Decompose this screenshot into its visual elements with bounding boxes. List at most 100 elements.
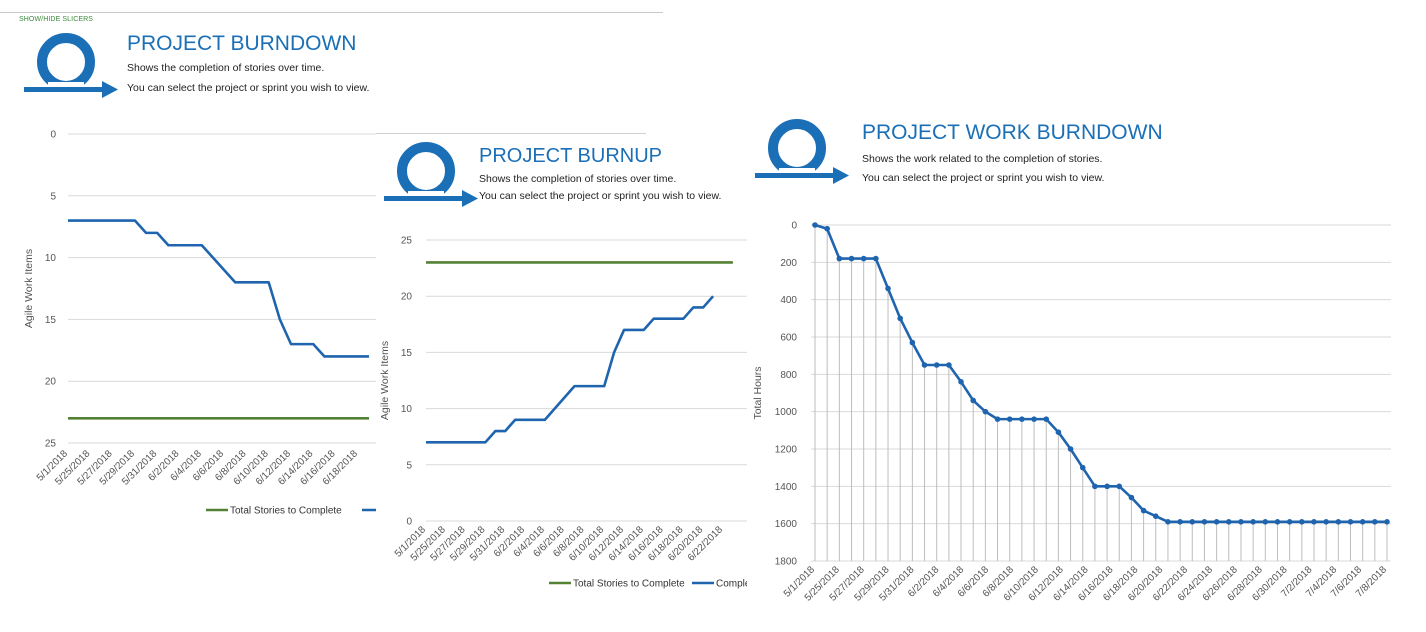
data-point bbox=[1311, 519, 1317, 525]
y-tick-label: 1200 bbox=[775, 445, 798, 456]
y-tick-label: 15 bbox=[401, 348, 413, 359]
y-tick-label: 25 bbox=[401, 236, 413, 247]
data-point bbox=[1372, 519, 1378, 525]
data-point bbox=[1104, 483, 1110, 490]
data-point bbox=[1189, 519, 1196, 525]
y-tick-label: 20 bbox=[45, 377, 57, 388]
data-point bbox=[1299, 519, 1305, 525]
y-axis-label: Total Hours bbox=[752, 366, 764, 419]
work-burndown-chart: 0 200 400 600 800 1000 1200 1400 1600 1800 Total H… bbox=[752, 221, 1391, 604]
agile-loop-logo bbox=[755, 119, 849, 184]
y-axis-label: Agile Work Items bbox=[379, 341, 391, 420]
y-tick-label: 0 bbox=[406, 517, 412, 528]
work-burndown-title: PROJECT WORK BURNDOWN bbox=[862, 121, 1163, 144]
data-point bbox=[1165, 519, 1171, 525]
y-tick-label: 0 bbox=[791, 221, 797, 232]
data-point bbox=[1092, 483, 1098, 490]
data-point bbox=[1274, 519, 1281, 525]
data-point bbox=[1031, 416, 1037, 422]
y-tick-label: 25 bbox=[45, 439, 57, 450]
work-burndown-desc-line1: Shows the work related to the completion… bbox=[862, 153, 1103, 165]
data-point bbox=[970, 397, 977, 404]
data-point bbox=[1043, 416, 1050, 422]
data-point bbox=[1140, 507, 1147, 514]
data-point bbox=[836, 255, 843, 262]
top-divider bbox=[0, 12, 663, 13]
data-point bbox=[812, 222, 818, 228]
data-point bbox=[860, 255, 867, 262]
burnup-desc-line1: Shows the completion of stories over tim… bbox=[479, 173, 677, 185]
data-point bbox=[1006, 416, 1013, 422]
burnup-desc-line2: You can select the project or sprint you… bbox=[479, 190, 722, 202]
data-point bbox=[921, 362, 928, 368]
data-point bbox=[1201, 519, 1208, 525]
legend-label: Total Stories to Complete bbox=[230, 506, 342, 517]
data-point bbox=[1347, 519, 1354, 525]
data-point bbox=[1286, 519, 1293, 525]
completed-series-line bbox=[68, 219, 370, 358]
completed-series-line bbox=[814, 223, 1387, 524]
y-tick-label: 5 bbox=[406, 460, 412, 471]
data-point bbox=[1177, 519, 1183, 525]
y-tick-label: 10 bbox=[45, 253, 57, 264]
y-tick-label: 1800 bbox=[775, 557, 798, 568]
data-point bbox=[1250, 519, 1256, 525]
data-point bbox=[982, 408, 989, 415]
legend-label: Total Stories to Complete bbox=[573, 579, 685, 590]
data-point bbox=[1055, 429, 1062, 436]
y-tick-label: 600 bbox=[780, 333, 797, 344]
data-point bbox=[1079, 464, 1086, 471]
data-point bbox=[897, 315, 903, 322]
burnup-title: PROJECT BURNUP bbox=[479, 145, 662, 167]
data-point bbox=[909, 339, 916, 346]
data-point bbox=[1335, 519, 1342, 525]
data-point bbox=[946, 362, 952, 368]
work-burndown-desc-line2: You can select the project or sprint you… bbox=[862, 172, 1105, 184]
y-tick-label: 1600 bbox=[775, 519, 798, 530]
burndown-panel: PROJECT BURNDOWN Shows the completion of… bbox=[0, 24, 376, 524]
data-point bbox=[1019, 416, 1025, 422]
y-tick-label: 1400 bbox=[775, 482, 798, 493]
legend-label: Comple bbox=[716, 579, 747, 590]
data-point bbox=[873, 255, 879, 262]
data-point bbox=[848, 255, 855, 262]
y-tick-label: 400 bbox=[780, 295, 797, 306]
burnup-divider bbox=[376, 133, 646, 134]
data-point bbox=[824, 225, 830, 232]
data-point bbox=[958, 379, 964, 385]
work-burndown-panel: PROJECT WORK BURNDOWN Shows the work rel… bbox=[747, 110, 1426, 632]
data-point bbox=[1152, 513, 1159, 519]
y-tick-label: 1000 bbox=[775, 407, 798, 418]
data-point bbox=[1116, 483, 1123, 490]
y-tick-label: 800 bbox=[780, 370, 797, 381]
y-tick-label: 5 bbox=[50, 191, 56, 202]
data-point bbox=[1225, 519, 1232, 525]
data-point bbox=[933, 362, 940, 368]
data-point bbox=[1238, 519, 1244, 525]
y-tick-label: 0 bbox=[50, 130, 56, 141]
agile-loop-logo bbox=[384, 142, 478, 207]
completed-series-line bbox=[426, 295, 715, 444]
data-point bbox=[1128, 494, 1135, 501]
y-axis-label: Agile Work Items bbox=[23, 249, 35, 328]
y-tick-label: 10 bbox=[401, 404, 413, 415]
agile-loop-logo bbox=[24, 33, 118, 98]
burndown-desc-line2: You can select the project or sprint you… bbox=[127, 82, 370, 94]
data-point bbox=[1323, 519, 1329, 525]
y-tick-label: 15 bbox=[45, 315, 57, 326]
data-point bbox=[994, 416, 1001, 422]
burnup-panel: PROJECT BURNUP Shows the completion of s… bbox=[376, 133, 747, 632]
data-point bbox=[885, 285, 891, 292]
burndown-title: PROJECT BURNDOWN bbox=[127, 32, 357, 55]
data-point bbox=[1213, 519, 1220, 525]
data-point bbox=[1262, 519, 1269, 525]
show-hide-slicers-link[interactable]: SHOW/HIDE SLICERS bbox=[19, 16, 94, 23]
data-point bbox=[1067, 446, 1074, 452]
burndown-desc-line1: Shows the completion of stories over tim… bbox=[127, 62, 325, 74]
data-point bbox=[1384, 519, 1390, 525]
data-point bbox=[1359, 519, 1366, 525]
y-tick-label: 20 bbox=[401, 292, 413, 303]
y-tick-label: 200 bbox=[780, 258, 797, 269]
